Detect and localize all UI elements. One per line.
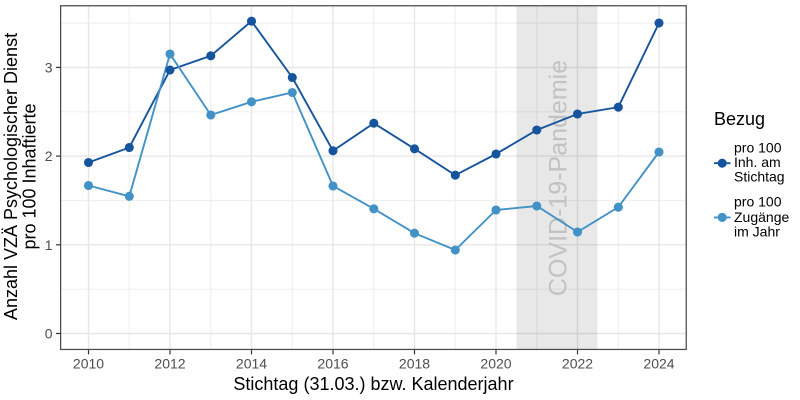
svg-text:Stichtag: Stichtag bbox=[734, 169, 785, 185]
svg-text:2022: 2022 bbox=[562, 355, 593, 371]
svg-text:2016: 2016 bbox=[317, 355, 348, 371]
svg-text:Anzahl VZÄ Psychologischer Die: Anzahl VZÄ Psychologischer Dienst bbox=[1, 33, 21, 320]
svg-text:2014: 2014 bbox=[236, 355, 267, 371]
svg-text:3: 3 bbox=[45, 59, 53, 75]
svg-text:1: 1 bbox=[45, 237, 53, 253]
svg-text:0: 0 bbox=[45, 326, 53, 342]
svg-text:pro 100 Inhaftierte: pro 100 Inhaftierte bbox=[20, 103, 40, 249]
svg-text:pro 100: pro 100 bbox=[734, 194, 782, 210]
svg-text:2018: 2018 bbox=[399, 355, 430, 371]
svg-text:2010: 2010 bbox=[73, 355, 104, 371]
svg-text:im Jahr: im Jahr bbox=[734, 223, 780, 239]
svg-text:Stichtag (31.03.) bzw. Kalende: Stichtag (31.03.) bzw. Kalenderjahr bbox=[233, 374, 513, 394]
svg-text:2020: 2020 bbox=[480, 355, 511, 371]
svg-text:2024: 2024 bbox=[643, 355, 674, 371]
svg-text:Zugänge: Zugänge bbox=[734, 209, 789, 225]
svg-text:2012: 2012 bbox=[154, 355, 185, 371]
svg-text:2: 2 bbox=[45, 148, 53, 164]
svg-text:COVID-19-Pandemie: COVID-19-Pandemie bbox=[544, 60, 572, 296]
svg-text:Inh. am: Inh. am bbox=[734, 154, 781, 170]
svg-text:Bezug: Bezug bbox=[714, 109, 765, 129]
svg-text:pro 100: pro 100 bbox=[734, 140, 782, 156]
